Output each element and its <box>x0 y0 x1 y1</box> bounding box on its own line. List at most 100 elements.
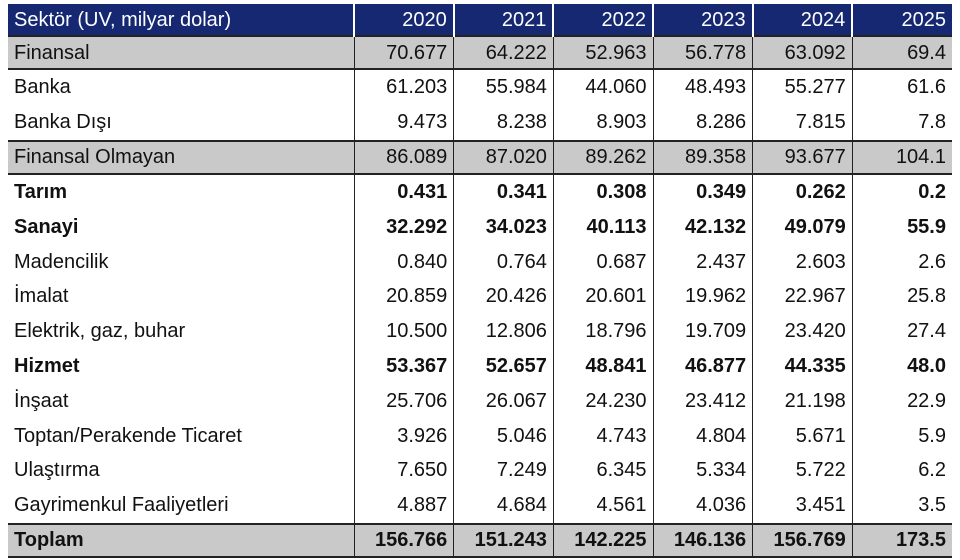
cell-value: 93.677 <box>752 139 853 175</box>
cell-value: 4.684 <box>453 487 554 525</box>
cell-value: 48.493 <box>653 69 754 105</box>
sector-debt-table: Sektör (UV, milyar dolar) 2020 2021 2022… <box>8 4 952 558</box>
table-row: Gayrimenkul Faaliyetleri 4.887 4.684 4.561 4… <box>8 487 952 525</box>
row-label: Ulaştırma <box>8 452 355 488</box>
cell-value: 0.840 <box>354 244 455 279</box>
cell-value: 56.778 <box>653 35 754 70</box>
cell-value: 23.412 <box>653 383 754 419</box>
cell-value: 63.092 <box>752 35 853 70</box>
row-label: Toplam <box>8 522 355 558</box>
table-row: Elektrik, gaz, buhar 10.500 12.806 18.796 19… <box>8 313 952 349</box>
header-year-2024: 2024 <box>752 4 854 36</box>
cell-value: 52.657 <box>453 348 554 384</box>
cell-value: 0.2 <box>918 180 946 203</box>
cell-value: 8.903 <box>553 104 654 141</box>
cell-value: 21.198 <box>752 383 853 419</box>
cell-value: 4.036 <box>653 487 754 525</box>
table-row: Banka 61.203 55.984 44.060 48.493 55.277 61.6 <box>8 69 952 105</box>
table-row: Ulaştırma 7.650 7.249 6.345 5.334 5.722 6.2 <box>8 452 952 488</box>
header-year-2023: 2023 <box>653 4 754 36</box>
table-row: Toplam 156.766 151.243 142.225 146.136 156.76… <box>8 522 952 558</box>
cell-value: 7.650 <box>354 452 455 488</box>
cell-value: 5.671 <box>752 418 853 453</box>
cell-value: 5.334 <box>653 452 754 488</box>
table-row: Hizmet 53.367 52.657 48.841 46.877 44.335 48.0 <box>8 348 952 384</box>
row-label: Hizmet <box>8 348 355 384</box>
cell-value: 20.859 <box>354 278 455 314</box>
cell-value: 44.060 <box>553 69 654 105</box>
cell-value: 52.963 <box>553 35 654 70</box>
cell-value: 9.473 <box>354 104 455 141</box>
cell-value: 87.020 <box>453 139 554 175</box>
cell-value: 49.079 <box>752 209 853 245</box>
cell-value: 0.262 <box>752 173 853 210</box>
cell-value: 48.0 <box>907 354 946 377</box>
cell-value: 4.743 <box>553 418 654 453</box>
cell-value: 10.500 <box>354 313 455 349</box>
cell-value: 2.6 <box>918 250 946 273</box>
row-label: Finansal Olmayan <box>8 139 355 175</box>
cell-value: 12.806 <box>453 313 554 349</box>
row-label: Sanayi <box>8 209 355 245</box>
cell-value: 146.136 <box>653 522 754 558</box>
cell-value: 4.561 <box>553 487 654 525</box>
cell-value: 70.677 <box>354 35 455 70</box>
table-header-row: Sektör (UV, milyar dolar) 2020 2021 2022… <box>8 4 952 36</box>
cell-value: 4.804 <box>653 418 754 453</box>
row-label: İnşaat <box>8 383 355 419</box>
cell-value: 24.230 <box>553 383 654 419</box>
cell-value: 3.451 <box>752 487 853 525</box>
table-row: Sanayi 32.292 34.023 40.113 42.132 49.079 55.9 <box>8 209 952 245</box>
cell-value: 5.9 <box>918 424 946 447</box>
row-label: Tarım <box>8 173 355 210</box>
cell-value: 61.6 <box>907 76 946 99</box>
cell-value: 173.5 <box>852 522 952 558</box>
cell-value: 53.367 <box>354 348 455 384</box>
cell-value: 2.603 <box>752 244 853 279</box>
row-label: Banka Dışı <box>8 104 355 141</box>
header-year-2020: 2020 <box>354 4 455 36</box>
cell-value: 40.113 <box>553 209 654 245</box>
cell-value: 156.766 <box>354 522 455 558</box>
cell-value: 32.292 <box>354 209 455 245</box>
cell-value: 20.426 <box>453 278 554 314</box>
cell-value: 0.349 <box>653 173 754 210</box>
cell-value: 0.764 <box>453 244 554 279</box>
table-row: Banka Dışı 9.473 8.238 8.903 8.286 7.815 7.8 <box>8 104 952 141</box>
cell-value: 18.796 <box>553 313 654 349</box>
table-row: İmalat 20.859 20.426 20.601 19.962 22.967 25.8 <box>8 278 952 314</box>
cell-value: 22.9 <box>907 389 946 412</box>
row-label: Banka <box>8 69 355 105</box>
cell-value: 8.238 <box>453 104 554 141</box>
cell-value: 142.225 <box>553 522 654 558</box>
row-label: Elektrik, gaz, buhar <box>8 313 355 349</box>
row-label: Finansal <box>8 35 355 70</box>
header-year-2021: 2021 <box>453 4 555 36</box>
cell-value: 0.308 <box>553 173 654 210</box>
header-year-2025: 2025 <box>852 4 952 36</box>
cell-value: 7.8 <box>918 111 946 134</box>
table-row: Toptan/Perakende Ticaret 3.926 5.046 4.743 4… <box>8 418 952 453</box>
cell-value: 55.277 <box>752 69 853 105</box>
row-label: İmalat <box>8 278 355 314</box>
cell-value: 48.841 <box>553 348 654 384</box>
table-row: Finansal 70.677 64.222 52.963 56.778 63.092 69… <box>8 35 952 70</box>
cell-value: 46.877 <box>653 348 754 384</box>
row-label: Gayrimenkul Faaliyetleri <box>8 487 355 525</box>
table-body: Finansal 70.677 64.222 52.963 56.778 63.092 69… <box>8 35 952 558</box>
cell-value: 23.420 <box>752 313 853 349</box>
cell-value: 104.1 <box>852 139 952 175</box>
cell-value: 55.984 <box>453 69 554 105</box>
cell-value: 7.249 <box>453 452 554 488</box>
cell-value: 7.815 <box>752 104 853 141</box>
cell-value: 20.601 <box>553 278 654 314</box>
cell-value: 42.132 <box>653 209 754 245</box>
cell-value: 6.345 <box>553 452 654 488</box>
header-sector: Sektör (UV, milyar dolar) <box>8 4 356 36</box>
cell-value: 34.023 <box>453 209 554 245</box>
table-row: İnşaat 25.706 26.067 24.230 23.412 21.198 22.9 <box>8 383 952 419</box>
cell-value: 61.203 <box>354 69 455 105</box>
cell-value: 69.4 <box>852 35 952 70</box>
cell-value: 89.262 <box>553 139 654 175</box>
cell-value: 156.769 <box>752 522 853 558</box>
